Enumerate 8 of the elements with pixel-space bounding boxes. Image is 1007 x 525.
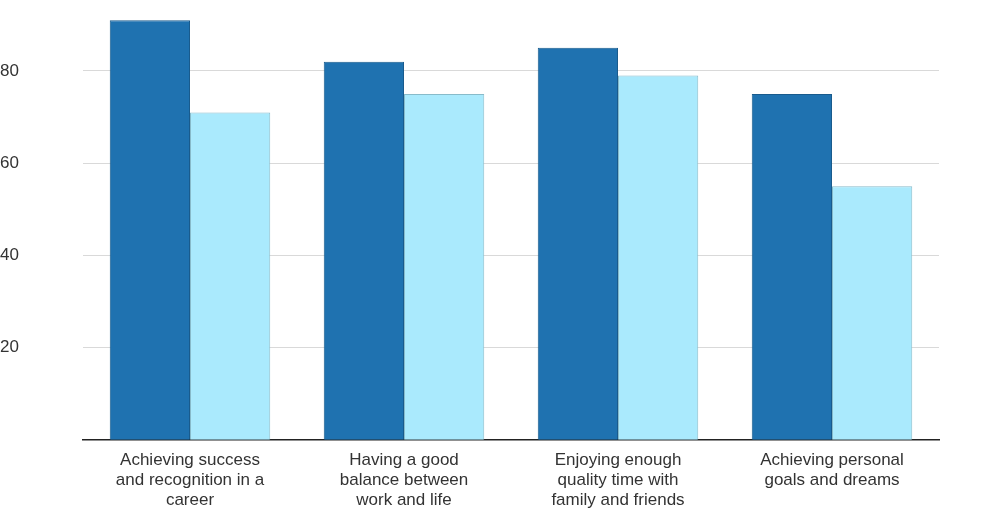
y-tick-label: 80 xyxy=(0,60,19,80)
y-tick-label: 20 xyxy=(0,337,19,357)
x-tick-label: Having a good balance between work and life xyxy=(339,449,469,510)
y-tick-label: 40 xyxy=(0,245,19,265)
x-tick-label: Achieving personal goals and dreams xyxy=(760,449,904,490)
x-tick-label: Enjoying enough quality time with family and friends xyxy=(551,449,685,510)
x-tick-label: Achieving success and recognition in a career xyxy=(115,449,265,510)
y-tick-label: 60 xyxy=(0,152,19,172)
